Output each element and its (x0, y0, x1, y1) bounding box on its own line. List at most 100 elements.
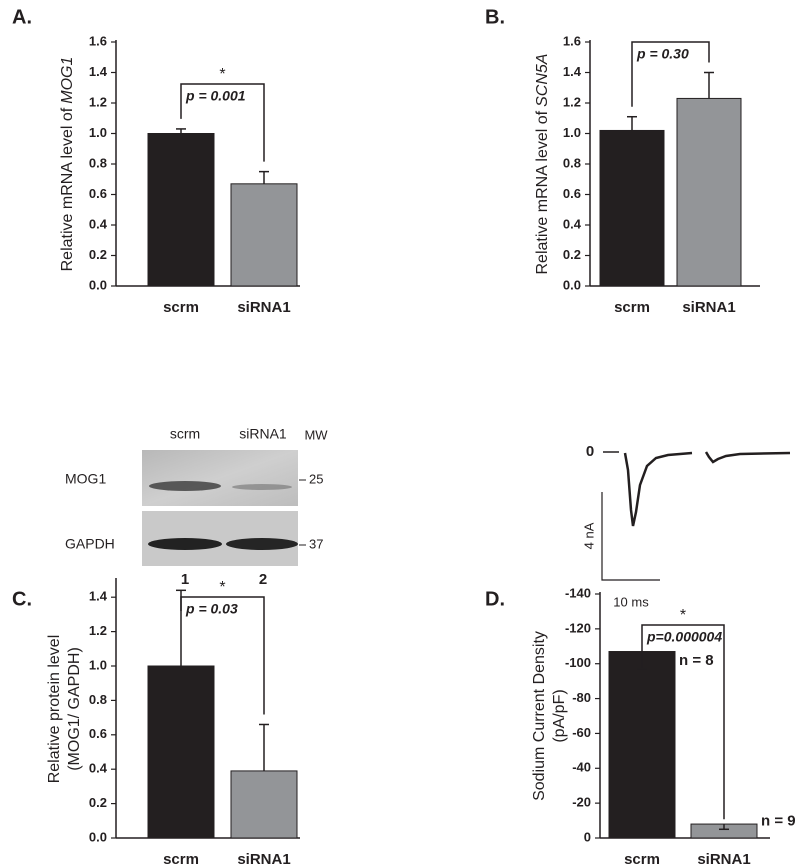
p-value: p = 0.001 (185, 88, 246, 104)
y-axis-label: Sodium Current Density (531, 631, 548, 801)
n-label: n = 8 (679, 652, 714, 669)
panel-label: C. (12, 588, 32, 610)
y-tick-label: 0.8 (89, 692, 107, 707)
significance-star: * (219, 66, 225, 83)
y-axis-label-italic: MOG1 (59, 57, 76, 104)
panel-label: B. (485, 6, 505, 28)
band (148, 538, 222, 550)
band (226, 538, 298, 550)
y-axis-label-text: Relative mRNA level of (59, 107, 76, 271)
y-tick-label: 0.6 (89, 726, 107, 741)
y-tick-label: 0.2 (89, 247, 107, 262)
panel-label: D. (485, 588, 505, 610)
bar (147, 665, 215, 839)
time-scale-label: 10 ms (613, 594, 649, 609)
y-axis-label-text: Relative mRNA level of (534, 110, 551, 274)
significance-bracket (631, 41, 710, 107)
blot-row-label: GAPDH (65, 536, 115, 552)
y-axis-label-text: (pA/pF) (551, 689, 568, 742)
y-tick-label: -100 (565, 655, 591, 670)
y-tick-label: 1.0 (89, 125, 107, 140)
band (232, 484, 292, 490)
p-value: p = 0.03 (185, 601, 238, 617)
y-tick-label: 0.2 (563, 247, 581, 262)
blot-mog1 (142, 450, 298, 506)
y-tick-label: 1.0 (89, 657, 107, 672)
x-tick-label: scrm (624, 851, 660, 867)
y-tick-label: -40 (572, 760, 591, 775)
lane-label: siRNA1 (239, 426, 287, 442)
y-tick-label: -80 (572, 690, 591, 705)
p-value: p=0.000004 (646, 629, 722, 645)
y-axis-label-italic: SCN5A (534, 54, 551, 107)
y-tick-label: 0.2 (89, 795, 107, 810)
y-axis-label: Relative mRNA level of MOG1 (59, 57, 76, 272)
y-tick-label: 1.4 (563, 64, 582, 79)
y-tick-label: -60 (572, 725, 591, 740)
y-tick-label: 0.4 (89, 761, 108, 776)
y-tick-label: 1.2 (89, 623, 107, 638)
blot-row-label: MOG1 (65, 471, 106, 487)
y-axis-label: Relative protein level (46, 635, 63, 784)
y-tick-label: 0.6 (89, 186, 107, 201)
y-axis-label: (MOG1/ GAPDH) (66, 647, 83, 771)
band (149, 481, 221, 491)
bar (230, 770, 298, 839)
y-tick-label: 0.0 (89, 829, 107, 844)
bar (147, 133, 215, 287)
lane-number: 1 (181, 571, 189, 588)
mw-value: 25 (309, 471, 323, 486)
y-axis-label: Relative mRNA level of SCN5A (534, 54, 551, 275)
significance-bracket (641, 624, 725, 820)
y-tick-label: 0.4 (563, 216, 582, 231)
mw-value: 37 (309, 536, 323, 551)
bar (599, 129, 665, 287)
significance-star: * (219, 579, 225, 596)
zero-label: 0 (586, 443, 594, 460)
y-tick-label: 1.4 (89, 589, 108, 604)
x-tick-label: siRNA1 (237, 851, 290, 867)
current-trace (601, 451, 791, 581)
lane-label: scrm (170, 426, 200, 442)
panel-label: A. (12, 6, 32, 28)
y-tick-label: 1.4 (89, 64, 108, 79)
x-tick-label: siRNA1 (237, 299, 290, 316)
lane-number: 2 (259, 571, 267, 588)
y-tick-label: 0 (584, 829, 591, 844)
x-tick-label: scrm (614, 299, 650, 316)
significance-bracket (180, 83, 265, 162)
y-tick-label: -140 (565, 585, 591, 600)
mw-label: MW (304, 427, 328, 442)
x-tick-label: scrm (163, 299, 199, 316)
y-tick-label: -120 (565, 620, 591, 635)
western-blot (142, 450, 306, 566)
y-tick-label: 0.8 (89, 155, 107, 170)
y-tick-label: 0.0 (89, 277, 107, 292)
y-tick-label: 0.8 (563, 155, 581, 170)
significance-star: * (680, 607, 686, 624)
y-tick-label: -20 (572, 795, 591, 810)
y-tick-label: 0.0 (563, 277, 581, 292)
trace-scrm (623, 451, 693, 527)
y-tick-label: 1.2 (89, 94, 107, 109)
trace-sirna (704, 451, 791, 464)
n-label: n = 9 (761, 812, 795, 829)
y-axis-label: (pA/pF) (551, 689, 568, 742)
y-tick-label: 0.4 (89, 216, 108, 231)
y-axis-label-text: (MOG1/ GAPDH) (66, 647, 83, 771)
bar (608, 651, 676, 839)
y-tick-label: 1.6 (563, 33, 581, 48)
x-tick-label: scrm (163, 851, 199, 867)
y-axis-label-text: Relative protein level (46, 635, 63, 784)
y-axis-label-text: Sodium Current Density (531, 631, 548, 801)
x-tick-label: siRNA1 (697, 851, 750, 867)
y-tick-label: 1.2 (563, 94, 581, 109)
p-value: p = 0.30 (636, 46, 689, 62)
y-tick-label: 0.6 (563, 186, 581, 201)
current-scale-label: 4 nA (581, 522, 596, 549)
scale-bar (601, 492, 660, 581)
y-tick-label: 1.6 (89, 33, 107, 48)
x-tick-label: siRNA1 (682, 299, 735, 316)
bar (676, 97, 742, 287)
